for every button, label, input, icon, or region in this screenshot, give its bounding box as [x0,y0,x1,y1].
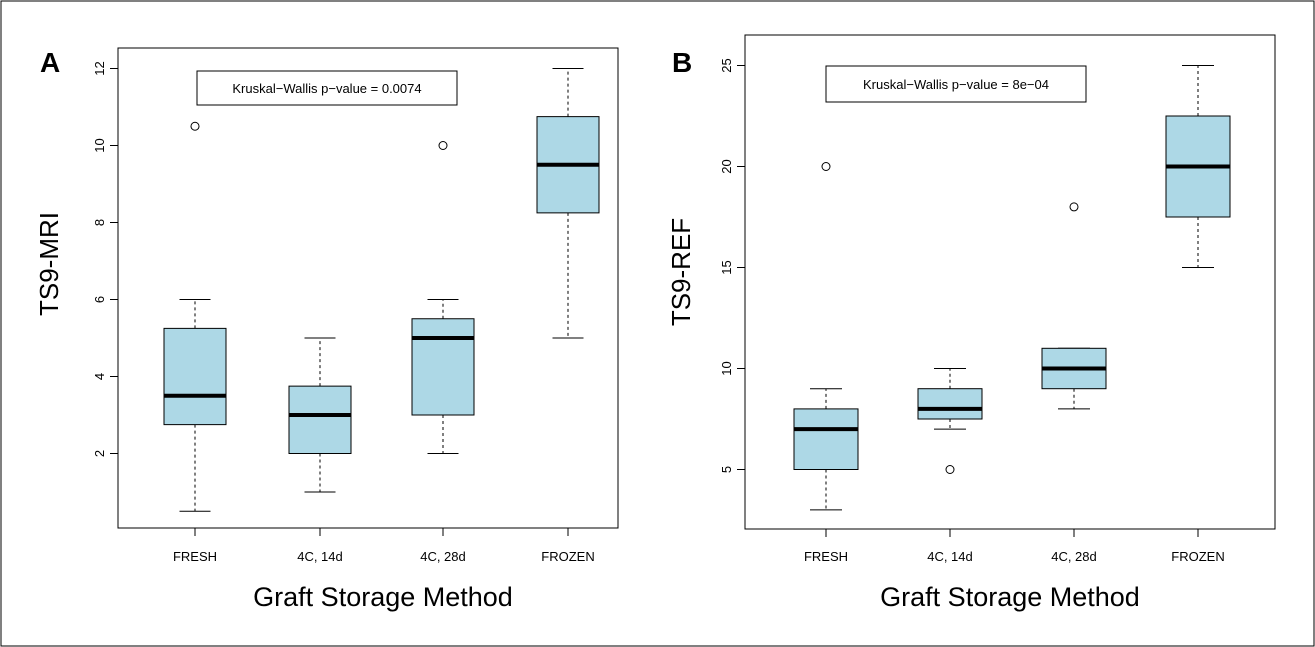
plot-frame-b [744,34,1276,530]
boxes-b [793,65,1231,511]
annotation-text-a: Kruskal−Wallis p−value = 0.0074 [232,81,421,96]
box-iqr [288,385,352,454]
y-tick-label: 25 [719,58,734,72]
box-iqr [411,318,475,416]
panel-a: A Kruskal−Wallis p−value = 0.0074 TS9-MR… [34,47,619,612]
box-plot [917,368,983,474]
y-axis-b: 5 10 15 20 25 [719,58,745,473]
category-label: 4C, 14d [297,549,343,564]
box-plot [411,141,475,454]
y-tick-label: 4 [92,373,107,380]
box-iqr [163,327,227,426]
y-tick-label: 10 [92,138,107,152]
x-axis-b: FRESH 4C, 14d 4C, 28d FROZEN [804,529,1225,564]
category-label: 4C, 14d [927,549,973,564]
category-label: 4C, 28d [1051,549,1097,564]
outlier-point [438,141,448,150]
y-axis-label-a: TS9-MRI [34,212,64,316]
box-plot [793,162,859,511]
box-plot [1041,202,1107,410]
box-plot [288,337,352,493]
category-label: 4C, 28d [420,549,466,564]
panel-label-b: B [672,47,692,78]
outlier-point [945,465,955,474]
category-label: FRESH [804,549,848,564]
y-tick-label: 5 [719,466,734,473]
annotation-box-a [196,70,458,106]
y-tick-label: 20 [719,159,734,173]
category-label: FROZEN [541,549,594,564]
category-label: FRESH [173,549,217,564]
panel-label-a: A [40,47,60,78]
x-axis-a: FRESH 4C, 14d 4C, 28d FROZEN [173,528,595,564]
box-plot [536,68,600,339]
panel-b: B Kruskal−Wallis p−value = 8e−04 TS9-REF… [666,34,1276,612]
y-tick-label: 6 [92,296,107,303]
y-tick-label: 12 [92,61,107,75]
outlier-point [1069,202,1079,212]
y-tick-label: 10 [719,361,734,375]
y-axis-a: 2 4 6 8 10 12 [92,61,118,457]
y-tick-label: 15 [719,260,734,274]
y-tick-label: 2 [92,450,107,457]
box-iqr [793,408,859,470]
box-iqr [917,388,983,420]
y-axis-label-b: TS9-REF [666,218,696,326]
boxes-a [163,68,600,512]
x-axis-label-a: Graft Storage Method [253,582,513,612]
y-tick-label: 8 [92,219,107,226]
outlier-point [821,162,831,171]
category-label: FROZEN [1171,549,1224,564]
x-axis-label-b: Graft Storage Method [880,582,1140,612]
annotation-box-b [825,65,1087,103]
outlier-point [190,121,200,131]
annotation-text-b: Kruskal−Wallis p−value = 8e−04 [863,77,1049,92]
plot-frame-a [117,47,619,529]
box-plot [163,121,227,512]
box-plot [1165,65,1231,268]
